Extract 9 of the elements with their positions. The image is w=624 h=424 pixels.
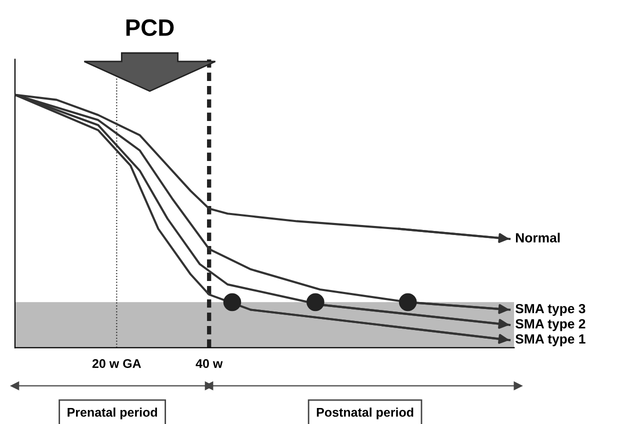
legend-label: SMA type 3 (515, 304, 586, 316)
text: PCD (126, 19, 174, 36)
legend-label: Normal (516, 232, 560, 242)
x-tick-label: 40 w (196, 359, 223, 368)
text: Prenatal period (68, 408, 157, 420)
x-tick-label: 20 w GA (92, 359, 141, 368)
legend-label: SMA type 2 (515, 319, 586, 332)
legend-label: SMA type 1 (515, 334, 586, 346)
text: Postnatal period (316, 408, 414, 420)
